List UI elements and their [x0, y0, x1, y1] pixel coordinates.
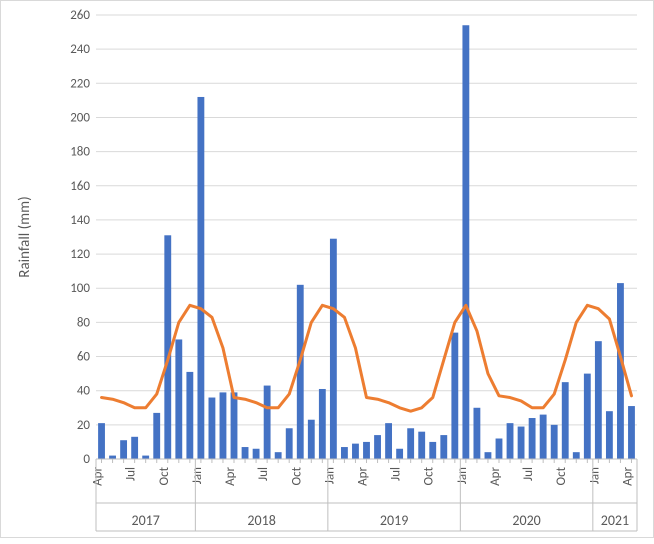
year-label: 2019 — [380, 512, 408, 529]
rainfall-bar — [275, 452, 282, 459]
rainfall-bar — [142, 456, 149, 459]
rainfall-bar — [286, 428, 293, 459]
month-label: Jan — [190, 467, 205, 484]
rainfall-bar — [451, 333, 458, 459]
rainfall-bar — [131, 437, 138, 459]
y-tick-label: 100 — [70, 281, 90, 296]
rainfall-bar — [562, 382, 569, 459]
y-tick-label: 40 — [77, 384, 91, 399]
rainfall-bar — [529, 418, 536, 459]
month-label: Apr — [91, 467, 106, 486]
year-label: 2018 — [247, 512, 275, 529]
y-tick-label: 240 — [70, 42, 90, 57]
rainfall-bar — [418, 432, 425, 459]
year-label: 2020 — [512, 512, 540, 529]
rainfall-bar — [363, 442, 370, 459]
rainfall-bar — [352, 444, 359, 459]
rainfall-bar — [595, 341, 602, 459]
rainfall-bar — [120, 440, 127, 459]
rainfall-bar — [573, 452, 580, 459]
rainfall-bar — [209, 398, 216, 459]
rainfall-bar — [462, 25, 469, 459]
rainfall-bar — [385, 423, 392, 459]
rainfall-bar — [440, 435, 447, 459]
rainfall-bar — [175, 339, 182, 459]
month-label: Apr — [223, 467, 238, 486]
chart-container: Rainfall (mm) 0 20 40 60 80 100 120 140 160 180 20… — [0, 0, 654, 538]
rainfall-bar — [253, 449, 260, 459]
y-tick-label: 80 — [77, 315, 91, 330]
rainfall-bar — [220, 392, 227, 459]
rainfall-bar — [429, 442, 436, 459]
month-label: Oct — [422, 466, 437, 485]
rainfall-bar — [231, 392, 238, 459]
rainfall-bar — [473, 408, 480, 459]
month-label: Apr — [488, 467, 503, 486]
rainfall-bar — [496, 439, 503, 459]
rainfall-bar — [319, 389, 326, 459]
y-tick-label: 200 — [70, 110, 90, 125]
y-tick-label: 20 — [77, 418, 91, 433]
rainfall-bar — [485, 452, 492, 459]
rainfall-bar — [98, 423, 105, 459]
rainfall-bar — [374, 435, 381, 459]
month-label: Oct — [157, 466, 172, 485]
rainfall-bar — [153, 413, 160, 459]
y-tick-label: 60 — [77, 350, 91, 365]
rainfall-chart: 0 20 40 60 80 100 120 140 160 180 200 220 240 260 Apr J… — [1, 1, 654, 539]
rainfall-bar — [264, 386, 271, 459]
y-tick-label: 160 — [70, 179, 90, 194]
rainfall-bar — [584, 374, 591, 459]
rainfall-bar — [407, 428, 414, 459]
rainfall-bar — [507, 423, 514, 459]
y-tick-label: 180 — [70, 145, 90, 160]
rainfall-bar — [628, 406, 635, 459]
month-label: Jan — [455, 467, 470, 484]
month-label: Oct — [289, 466, 304, 485]
y-tick-label: 140 — [70, 213, 90, 228]
year-label: 2021 — [601, 512, 629, 529]
rainfall-bar — [617, 283, 624, 459]
rainfall-bar — [308, 420, 315, 459]
rainfall-bar — [551, 425, 558, 459]
rainfall-bar — [396, 449, 403, 459]
rainfall-bar — [197, 97, 204, 459]
y-tick-label: 260 — [70, 8, 90, 23]
rainfall-bar — [518, 427, 525, 459]
rainfall-bar — [540, 415, 547, 459]
month-label: Jul — [124, 467, 139, 481]
rainfall-bar — [330, 239, 337, 459]
month-label: Apr — [356, 467, 371, 486]
month-label: Oct — [554, 466, 569, 485]
month-label: Apr — [620, 467, 635, 486]
month-label: Jul — [256, 467, 271, 481]
y-axis-label: Rainfall (mm) — [16, 196, 34, 277]
rainfall-bar — [186, 372, 193, 459]
rainfall-bar — [242, 447, 249, 459]
y-tick-label: 0 — [83, 452, 90, 467]
y-tick-label: 120 — [70, 247, 90, 262]
month-label: Jan — [322, 467, 337, 484]
rainfall-bar — [341, 447, 348, 459]
month-label: Jul — [389, 467, 404, 481]
year-label: 2017 — [131, 512, 159, 529]
rainfall-bar — [109, 456, 116, 459]
month-label: Jul — [521, 467, 536, 481]
rainfall-bar — [606, 411, 613, 459]
y-tick-label: 220 — [70, 76, 90, 91]
month-label: Jan — [587, 467, 602, 484]
